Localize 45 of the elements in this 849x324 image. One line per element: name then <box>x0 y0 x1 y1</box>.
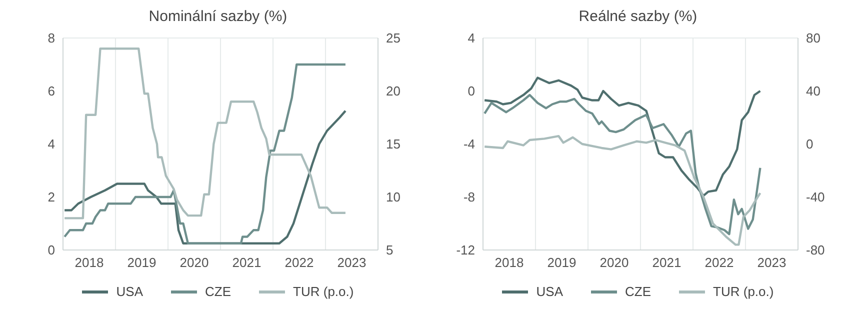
x-tick-label: 2022 <box>284 255 314 270</box>
chart-title: Reálné sazby (%) <box>578 8 698 27</box>
line-series <box>63 63 347 244</box>
legend-label: USA <box>536 284 564 299</box>
y-tick-label: 8 <box>48 30 55 46</box>
x-tick-label: 2023 <box>337 255 366 270</box>
y-tick-label: -8 <box>463 190 475 205</box>
y2-tick-label: -80 <box>806 242 825 258</box>
y-tick-label: -12 <box>456 242 475 258</box>
y2-tick-label: 40 <box>806 84 820 99</box>
y2-tick-label: -40 <box>806 190 825 205</box>
legend-label: USA <box>116 284 144 299</box>
y2-tick-label: 25 <box>386 30 400 46</box>
y2-tick-label: 5 <box>386 242 394 258</box>
y2-tick-label: 80 <box>806 30 820 46</box>
x-tick-label: 2020 <box>600 255 629 270</box>
x-tick-label: 2022 <box>704 255 734 270</box>
y2-tick-label: 0 <box>806 136 814 152</box>
line-series <box>63 48 347 220</box>
x-tick-label: 2019 <box>547 255 576 270</box>
y-tick-label: 0 <box>468 84 475 99</box>
y-tick-label: 2 <box>48 190 55 205</box>
x-tick-label: 2019 <box>127 255 156 270</box>
y2-tick-label: 10 <box>386 190 400 205</box>
x-tick-label: 2021 <box>232 255 262 270</box>
legend-label: CZE <box>205 284 232 299</box>
y-tick-label: 4 <box>48 136 55 152</box>
chart-title: Nominální sazby (%) <box>148 8 288 27</box>
x-tick-label: 2018 <box>74 255 104 270</box>
y-tick-label: -4 <box>463 136 475 152</box>
legend-label: TUR (p.o.) <box>713 284 774 299</box>
line-series <box>483 134 762 246</box>
x-tick-label: 2023 <box>757 255 786 270</box>
x-tick-label: 2021 <box>652 255 682 270</box>
y-tick-label: 0 <box>48 242 55 258</box>
y2-tick-label: 20 <box>386 84 400 99</box>
y2-tick-label: 15 <box>386 136 400 152</box>
y-tick-label: 4 <box>468 30 475 46</box>
x-tick-label: 2020 <box>180 255 209 270</box>
line-series <box>483 76 762 197</box>
y-tick-label: 6 <box>48 84 55 99</box>
line-series <box>483 94 762 236</box>
legend-label: TUR (p.o.) <box>293 284 354 299</box>
x-tick-label: 2018 <box>494 255 524 270</box>
legend-label: CZE <box>625 284 652 299</box>
